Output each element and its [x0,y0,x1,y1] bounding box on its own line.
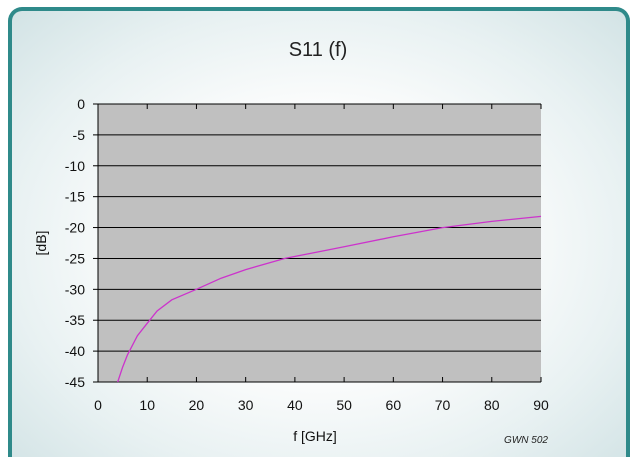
y-tick-label: -45 [65,374,85,390]
y-tick-label: -25 [65,250,85,266]
x-tick-labels: 0 10 20 30 40 50 60 70 80 90 [94,397,549,413]
x-tick-label: 20 [189,397,205,413]
y-tick-label: -20 [65,220,85,236]
chart-title: S11 (f) [289,39,348,61]
x-tick-label: 0 [94,397,102,413]
y-tick-label: -10 [65,158,85,174]
x-tick-label: 80 [484,397,500,413]
y-tick-label: -35 [65,312,85,328]
y-axis-title: [dB] [33,231,49,256]
y-tick-labels: 0 -5 -10 -15 -20 -25 -30 -35 -40 -45 [65,96,85,390]
x-tick-label: 10 [139,397,155,413]
chart-annotation-gwn: GWN 502 [504,435,548,446]
s11-series-line [117,215,542,383]
plot-area [98,104,541,382]
x-tick-label: 40 [287,397,303,413]
x-tick-label: 90 [533,397,549,413]
y-tick-label: -15 [65,189,85,205]
y-tick-label: -30 [65,281,85,297]
y-tick-label: -5 [73,127,86,143]
x-tick-label: 30 [238,397,254,413]
x-tick-label: 60 [386,397,402,413]
x-tick-label: 50 [336,397,352,413]
x-axis-title: f [GHz] [293,428,337,444]
y-tick-label: 0 [77,96,85,112]
y-tick-label: -40 [65,343,85,359]
x-tick-label: 70 [435,397,451,413]
